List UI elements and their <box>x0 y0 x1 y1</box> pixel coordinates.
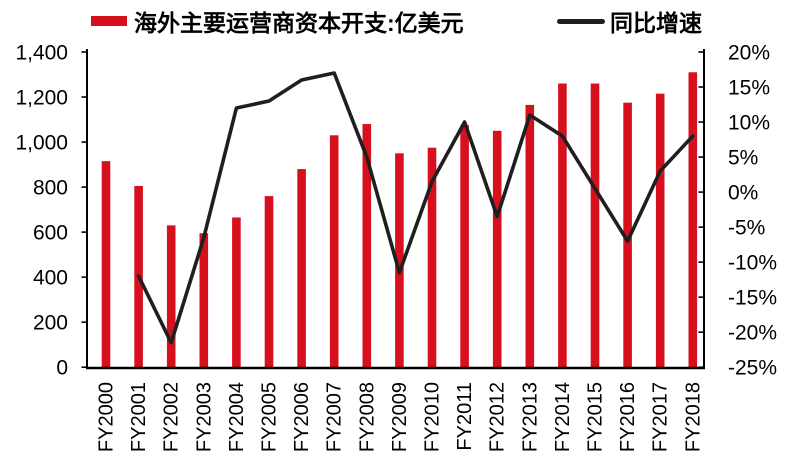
chart-legend: 海外主要运营商资本开支:亿美元 同比增速 <box>0 5 800 37</box>
right-axis-label: 15% <box>728 76 770 99</box>
x-axis-label-FY2004: FY2004 <box>226 382 248 452</box>
legend-item-capex: 海外主要运营商资本开支:亿美元 <box>91 5 464 37</box>
left-axis-label: 1,200 <box>15 86 68 109</box>
left-axis-label: 600 <box>33 221 68 244</box>
bar-FY2009 <box>395 153 404 369</box>
x-axis-label-FY2015: FY2015 <box>585 382 607 452</box>
bar-FY2012 <box>492 130 502 369</box>
bar-FY2017 <box>655 93 665 369</box>
right-axis-label: -15% <box>728 286 777 309</box>
bar-FY2007 <box>329 135 339 369</box>
bar-FY2008 <box>362 124 372 369</box>
bar-FY2018 <box>688 72 698 370</box>
x-axis-label-FY2014: FY2014 <box>552 382 574 452</box>
left-axis-label: 400 <box>33 266 68 289</box>
left-axis-label: 1,400 <box>15 41 68 64</box>
growth-line <box>136 71 695 345</box>
bar-FY2015 <box>590 83 600 370</box>
bar-FY2002 <box>166 225 176 369</box>
bar-FY2011 <box>460 125 469 370</box>
x-axis-label-FY2013: FY2013 <box>519 382 541 452</box>
capex-bar-swatch <box>91 16 127 26</box>
right-axis-label: -10% <box>728 251 777 274</box>
growth-line-swatch <box>557 18 605 24</box>
x-axis-label-FY2002: FY2002 <box>161 382 183 452</box>
bar-FY2010 <box>427 147 437 369</box>
right-axis-label: 10% <box>728 111 770 134</box>
x-axis-label-FY2012: FY2012 <box>487 382 509 452</box>
x-axis-label-FY2010: FY2010 <box>422 382 444 452</box>
bar-FY2003 <box>199 233 209 369</box>
x-axis-label-FY2017: FY2017 <box>650 382 672 452</box>
bar-FY2000 <box>101 161 111 369</box>
bar-FY2014 <box>558 83 567 370</box>
bar-FY2016 <box>623 102 632 370</box>
x-axis-label-FY2001: FY2001 <box>128 382 150 452</box>
left-axis-label: 200 <box>33 311 68 334</box>
growth-legend-label: 同比增速 <box>610 10 702 36</box>
capex-legend-label: 海外主要运营商资本开支:亿美元 <box>134 10 464 36</box>
x-axis-label-FY2009: FY2009 <box>389 382 411 452</box>
x-axis-label-FY2003: FY2003 <box>193 382 215 452</box>
x-axis-label-FY2008: FY2008 <box>356 382 378 452</box>
x-axis-label-FY2006: FY2006 <box>291 382 313 452</box>
bar-FY2005 <box>264 196 274 369</box>
left-axis-label: 0 <box>56 357 68 380</box>
right-axis-label: -25% <box>728 357 777 380</box>
right-axis-label: -5% <box>728 216 765 239</box>
legend-item-growth: 同比增速 <box>557 5 702 37</box>
left-axis-label: 800 <box>33 176 68 199</box>
bar-FY2004 <box>232 217 241 369</box>
x-axis-label-FY2011: FY2011 <box>454 382 476 451</box>
right-axis-label: 0% <box>728 181 758 204</box>
right-axis-label: 20% <box>728 41 770 64</box>
right-axis-label: 5% <box>728 146 758 169</box>
x-axis-label-FY2005: FY2005 <box>259 382 281 452</box>
bar-FY2013 <box>525 104 535 369</box>
x-axis-label-FY2007: FY2007 <box>324 382 346 452</box>
right-axis-label: -20% <box>728 321 777 344</box>
x-axis-label-FY2000: FY2000 <box>96 382 118 452</box>
x-axis-label-FY2016: FY2016 <box>617 382 639 452</box>
left-axis-label: 1,000 <box>15 131 68 154</box>
x-axis-label-FY2018: FY2018 <box>682 382 704 452</box>
bar-FY2006 <box>297 169 306 369</box>
